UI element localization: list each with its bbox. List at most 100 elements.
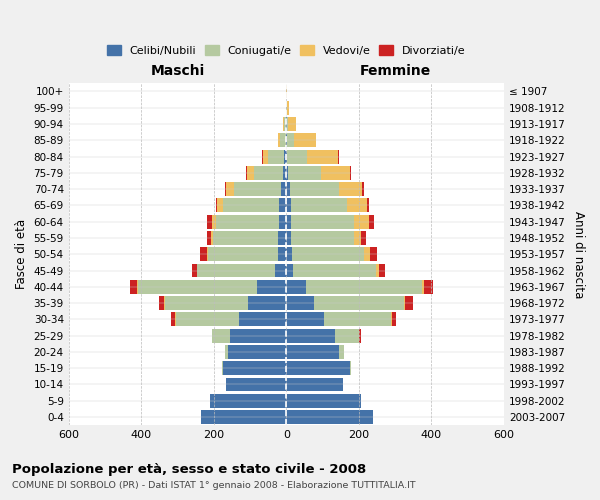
Bar [286, 134, 316, 147]
Bar [286, 394, 361, 407]
Bar [283, 117, 286, 131]
Bar [286, 312, 391, 326]
Bar [286, 248, 377, 261]
Bar [278, 134, 286, 147]
Bar [286, 328, 359, 342]
Bar [247, 166, 286, 180]
Bar [268, 150, 286, 164]
Bar [286, 362, 351, 375]
Bar [286, 394, 361, 407]
Bar [286, 280, 433, 293]
Bar [286, 117, 296, 131]
Bar [223, 198, 286, 212]
Bar [224, 345, 286, 359]
Bar [286, 101, 287, 114]
Text: Popolazione per età, sesso e stato civile - 2008: Popolazione per età, sesso e stato civil… [12, 462, 366, 475]
Bar [286, 410, 373, 424]
Bar [223, 362, 286, 375]
Bar [286, 264, 293, 278]
Bar [230, 328, 286, 342]
Bar [286, 410, 373, 424]
Bar [284, 117, 286, 131]
Y-axis label: Fasce di età: Fasce di età [15, 219, 28, 290]
Bar [226, 182, 286, 196]
Bar [286, 248, 370, 261]
Bar [210, 394, 286, 407]
Bar [215, 198, 286, 212]
Bar [222, 362, 286, 375]
Bar [224, 345, 286, 359]
Bar [165, 296, 286, 310]
Bar [254, 166, 286, 180]
Bar [201, 410, 286, 424]
Bar [286, 394, 361, 407]
Bar [164, 296, 286, 310]
Bar [176, 312, 286, 326]
Bar [201, 410, 286, 424]
Bar [286, 264, 376, 278]
Bar [193, 264, 286, 278]
Bar [286, 312, 396, 326]
Bar [248, 296, 286, 310]
Bar [286, 166, 350, 180]
Bar [286, 215, 290, 228]
Bar [286, 345, 344, 359]
Bar [286, 296, 404, 310]
Bar [279, 215, 286, 228]
Bar [286, 101, 289, 114]
Bar [286, 134, 287, 147]
Bar [212, 328, 286, 342]
Bar [286, 150, 287, 164]
Bar [286, 182, 364, 196]
Bar [278, 134, 286, 147]
Bar [222, 362, 286, 375]
Bar [286, 345, 344, 359]
Bar [206, 248, 286, 261]
Bar [286, 150, 339, 164]
Text: Femmine: Femmine [359, 64, 431, 78]
Bar [212, 215, 286, 228]
Bar [279, 198, 286, 212]
Bar [286, 362, 351, 375]
Bar [201, 410, 286, 424]
Bar [239, 312, 286, 326]
Bar [286, 166, 288, 180]
Bar [286, 198, 347, 212]
Bar [210, 394, 286, 407]
Bar [286, 296, 405, 310]
Bar [228, 345, 286, 359]
Bar [286, 378, 343, 392]
Bar [224, 182, 286, 196]
Bar [286, 117, 296, 131]
Y-axis label: Anni di nascita: Anni di nascita [572, 210, 585, 298]
Bar [278, 231, 286, 245]
Bar [286, 231, 366, 245]
Bar [212, 328, 286, 342]
Bar [212, 328, 286, 342]
Bar [284, 150, 286, 164]
Bar [283, 117, 286, 131]
Bar [217, 198, 286, 212]
Bar [137, 280, 286, 293]
Bar [286, 182, 339, 196]
Bar [286, 328, 335, 342]
Bar [213, 231, 286, 245]
Bar [206, 215, 286, 228]
Bar [172, 312, 286, 326]
Bar [197, 264, 286, 278]
Bar [283, 166, 286, 180]
Bar [286, 166, 321, 180]
Bar [286, 248, 292, 261]
Bar [247, 166, 286, 180]
Bar [286, 378, 343, 392]
Bar [286, 215, 354, 228]
Bar [286, 182, 290, 196]
Bar [286, 231, 361, 245]
Bar [286, 117, 289, 131]
Bar [286, 215, 368, 228]
Bar [286, 166, 350, 180]
Bar [158, 296, 286, 310]
Bar [286, 280, 306, 293]
Bar [278, 248, 286, 261]
Bar [286, 231, 290, 245]
